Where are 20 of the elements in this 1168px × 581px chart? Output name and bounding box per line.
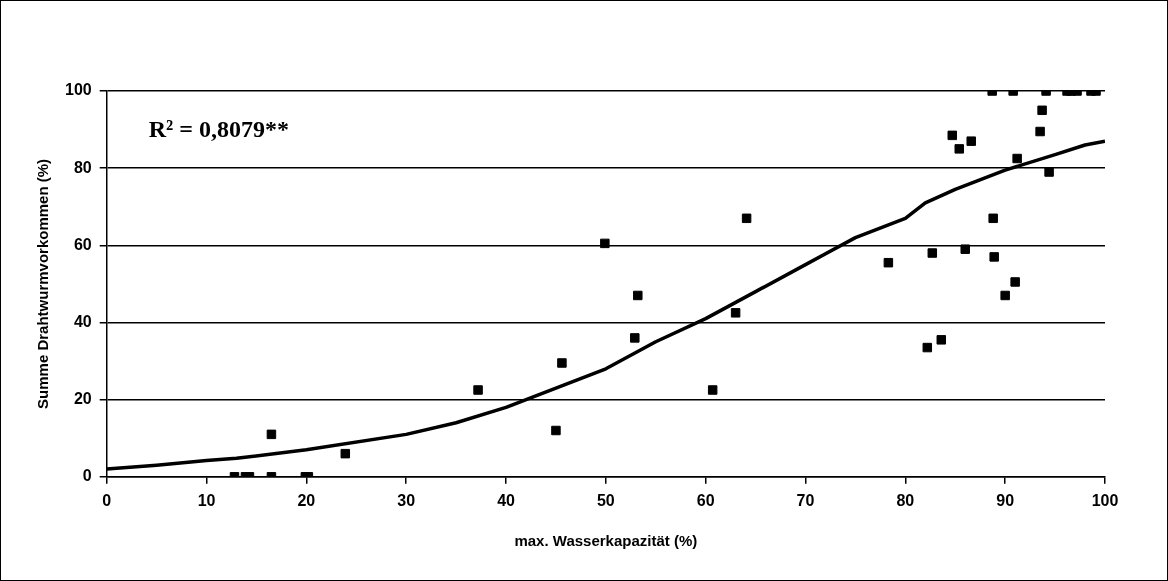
y-tick-label: 0 [82, 467, 92, 485]
x-tick-label: 20 [297, 491, 316, 509]
x-tick-label: 90 [996, 491, 1015, 509]
x-tick-label: 50 [596, 491, 615, 509]
y-tick-label: 60 [73, 235, 92, 253]
y-tick-label: 20 [73, 390, 92, 408]
x-tick-label: 60 [696, 491, 715, 509]
x-tick-label: 80 [896, 491, 915, 509]
x-tick-label: 40 [497, 491, 516, 509]
x-tick-label: 30 [397, 491, 416, 509]
x-tick-label: 70 [796, 491, 815, 509]
x-tick-label: 100 [1091, 491, 1119, 509]
x-tick-label: 10 [197, 491, 216, 509]
y-tick-label: 100 [64, 81, 92, 99]
annotation: R² = 0,8079** [148, 116, 289, 143]
y-tick-label: 40 [73, 312, 92, 330]
x-axis-title: max. Wasserkapazität (%) [514, 532, 698, 550]
x-tick-label: 0 [102, 491, 112, 509]
y-axis-title: Summe Drahtwurmvorkommen (%) [34, 158, 52, 409]
y-tick-label: 80 [73, 158, 92, 176]
